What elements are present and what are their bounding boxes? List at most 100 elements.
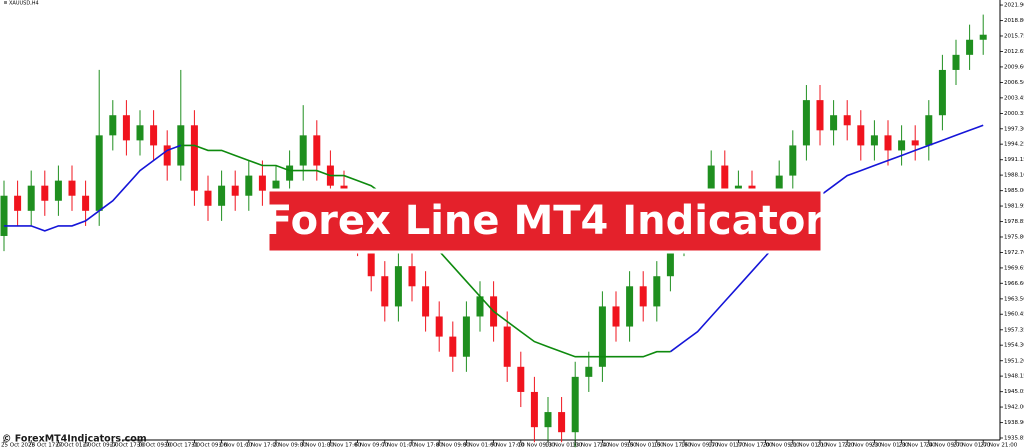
y-tick-label: 1960.45 <box>1004 312 1024 318</box>
candle-body <box>82 195 90 211</box>
y-tick-label: 1951.20 <box>1004 358 1024 364</box>
x-tick-label: 13 Nov 01:00 <box>545 443 583 448</box>
y-tick-label: 1997.30 <box>1004 126 1024 132</box>
x-tick-label: 23 Nov 01:00 <box>871 443 909 448</box>
y-tick-label: 2018.80 <box>1004 18 1024 24</box>
y-tick-label: 1991.15 <box>1004 157 1024 163</box>
candle-body <box>231 185 239 196</box>
candle-body <box>204 190 212 206</box>
candle-body <box>571 376 579 433</box>
y-tick-label: 1981.95 <box>1004 204 1024 210</box>
x-tick-label: 7 Nov 17:00 <box>409 443 443 448</box>
candle-body <box>476 296 484 317</box>
candle-body <box>68 180 76 196</box>
candle-body <box>27 185 35 211</box>
candle-body <box>190 125 198 191</box>
y-tick-label: 1966.60 <box>1004 281 1024 287</box>
candle-body <box>639 286 647 307</box>
candle-body <box>0 195 8 236</box>
candle-body <box>830 115 838 131</box>
candle-body <box>150 125 158 146</box>
candle-body <box>544 412 552 428</box>
candle-body <box>517 366 525 392</box>
x-tick-label: 25 Oct 2023 <box>1 443 36 448</box>
candle-body <box>163 145 171 166</box>
x-tick-label: 3 Nov 01:00 <box>300 443 334 448</box>
y-tick-label: 2000.35 <box>1004 111 1024 117</box>
candle-body <box>911 140 919 146</box>
x-tick-label: 17 Nov 01:00 <box>708 443 746 448</box>
candle-body <box>109 115 117 136</box>
candle-body <box>952 54 960 70</box>
x-tick-label: 2 Nov 09:00 <box>273 443 307 448</box>
candle-body <box>816 100 824 131</box>
x-tick-label: 31 Oct 09:00 <box>191 443 227 448</box>
x-tick-label: 8 Nov 09:00 <box>436 443 470 448</box>
y-tick-label: 1988.10 <box>1004 173 1024 179</box>
candle-body <box>503 326 511 367</box>
x-tick-label: 17 Nov 17:00 <box>735 443 773 448</box>
x-tick-label: 27 Oct 09:00 <box>83 443 119 448</box>
candle-body <box>857 125 865 146</box>
candle-body <box>218 185 226 206</box>
watermark-background <box>0 432 122 445</box>
candle-body <box>422 286 430 317</box>
x-tick-label: 30 Oct 17:00 <box>164 443 200 448</box>
x-tick-label: 21 Nov 17:00 <box>817 443 855 448</box>
candle-body <box>462 316 470 357</box>
x-tick-label: 30 Oct 09:00 <box>137 443 173 448</box>
candle-body <box>41 185 49 201</box>
candle-body <box>14 195 22 211</box>
candle-body <box>245 175 253 196</box>
x-tick-label: 24 Nov 09:00 <box>926 443 964 448</box>
candle-body <box>122 115 130 141</box>
candle-body <box>435 316 443 337</box>
x-tick-label: 9 Nov 17:00 <box>491 443 525 448</box>
candle-body <box>598 306 606 367</box>
candle-body <box>381 276 389 307</box>
candle-body <box>802 100 810 146</box>
x-tick-label: 27 Oct 17:00 <box>110 443 146 448</box>
x-tick-label: 1 Nov 01:00 <box>219 443 253 448</box>
candle-body <box>898 140 906 151</box>
candle-body <box>884 135 892 151</box>
y-tick-label: 2006.50 <box>1004 80 1024 86</box>
candle-body <box>272 180 280 191</box>
candle-body <box>653 276 661 307</box>
candle-body <box>789 145 797 176</box>
candle-body <box>558 412 566 433</box>
y-tick-label: 1972.70 <box>1004 250 1024 256</box>
y-tick-label: 2021.90 <box>1004 3 1024 9</box>
x-tick-label: 21 Nov 01:00 <box>790 443 828 448</box>
x-tick-label: 27 Nov 01:00 <box>953 443 991 448</box>
x-tick-label: 14 Nov 09:00 <box>599 443 637 448</box>
y-tick-label: 1969.65 <box>1004 265 1024 271</box>
candle-body <box>136 125 144 141</box>
candle-body <box>843 115 851 126</box>
candle-body <box>313 135 321 166</box>
y-tick-label: 1935.85 <box>1004 435 1024 441</box>
y-tick-label: 2015.75 <box>1004 33 1024 39</box>
candle-body <box>54 180 62 201</box>
x-tick-label: 27 Oct 01:00 <box>55 443 91 448</box>
x-tick-label: 16 Nov 09:00 <box>681 443 719 448</box>
candle-body <box>721 165 729 196</box>
y-tick-label: 1938.90 <box>1004 420 1024 426</box>
y-tick-label: 1975.80 <box>1004 234 1024 240</box>
y-tick-label: 1954.30 <box>1004 343 1024 349</box>
title: Forex Line MT4 Indicator <box>265 198 825 244</box>
x-tick-label: 3 Nov 17:00 <box>327 443 361 448</box>
candle-body <box>666 241 674 277</box>
x-tick-label: 7 Nov 01:00 <box>382 443 416 448</box>
candle-body <box>394 266 402 307</box>
y-tick-label: 1942.00 <box>1004 405 1024 411</box>
candle-body <box>966 39 974 55</box>
candle-body <box>870 135 878 146</box>
x-tick-label: 22 Nov 09:00 <box>844 443 882 448</box>
y-tick-label: 1945.05 <box>1004 389 1024 395</box>
candle-body <box>938 69 946 116</box>
candle-body <box>585 366 593 377</box>
candle-body <box>367 241 375 277</box>
